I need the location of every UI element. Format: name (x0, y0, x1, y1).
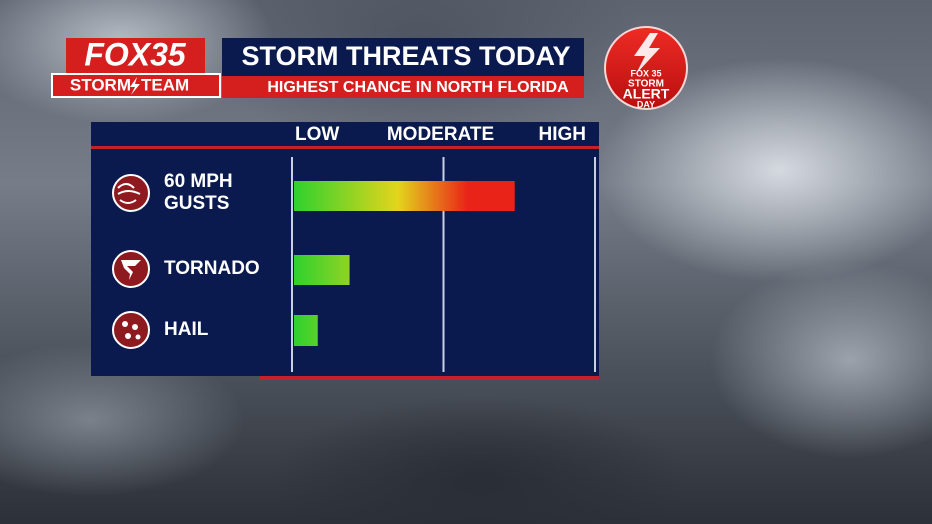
icon (112, 250, 150, 288)
category-label: TORNADO (164, 258, 260, 279)
team-left: STORM (70, 75, 131, 94)
icon-detail (121, 260, 141, 280)
team-right: TEAM (141, 75, 189, 94)
icons (112, 174, 150, 349)
logo: FOX35 (84, 36, 187, 72)
badge-station: FOX 35 (630, 68, 661, 78)
x-tick-label: MODERATE (387, 124, 494, 145)
x-tick-label: HIGH (539, 124, 587, 145)
badge-bolt (634, 33, 660, 74)
icon (112, 311, 150, 349)
footer-rule (259, 376, 599, 380)
bar (294, 255, 350, 285)
title-box (222, 38, 584, 76)
bar (294, 315, 318, 346)
icon-detail (117, 183, 141, 204)
subtitle-box (222, 76, 584, 98)
title: STORM THREATS TODAY (241, 41, 570, 71)
logo-box (66, 38, 205, 74)
header-rule (91, 146, 599, 149)
x-tick-label: LOW (295, 124, 339, 145)
badge-line: ALERT (623, 86, 670, 102)
panel (91, 122, 599, 376)
bolt (130, 77, 140, 95)
category-label: 60 MPH GUSTS (164, 171, 233, 214)
icon-detail (122, 321, 141, 340)
badge (604, 26, 688, 110)
category-label: HAIL (164, 319, 209, 340)
subtitle: HIGHEST CHANCE IN NORTH FLORIDA (267, 79, 569, 96)
bar (294, 181, 515, 211)
badge-line: DAY (637, 99, 655, 109)
badge-line: STORM (628, 79, 664, 90)
